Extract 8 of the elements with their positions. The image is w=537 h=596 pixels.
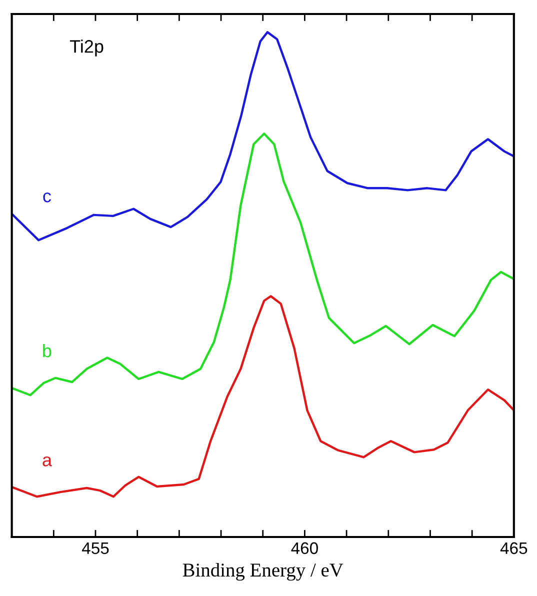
annotation: Ti2p bbox=[70, 40, 104, 56]
x-tick-label: 465 bbox=[500, 542, 528, 554]
x-tick-label: 455 bbox=[82, 542, 109, 554]
series-label: b bbox=[43, 344, 52, 358]
series-label: a bbox=[42, 456, 52, 466]
series-label: c bbox=[43, 192, 51, 202]
x-axis-title: Binding Energy / eV bbox=[182, 562, 344, 581]
x-tick-label: 460 bbox=[291, 542, 318, 554]
